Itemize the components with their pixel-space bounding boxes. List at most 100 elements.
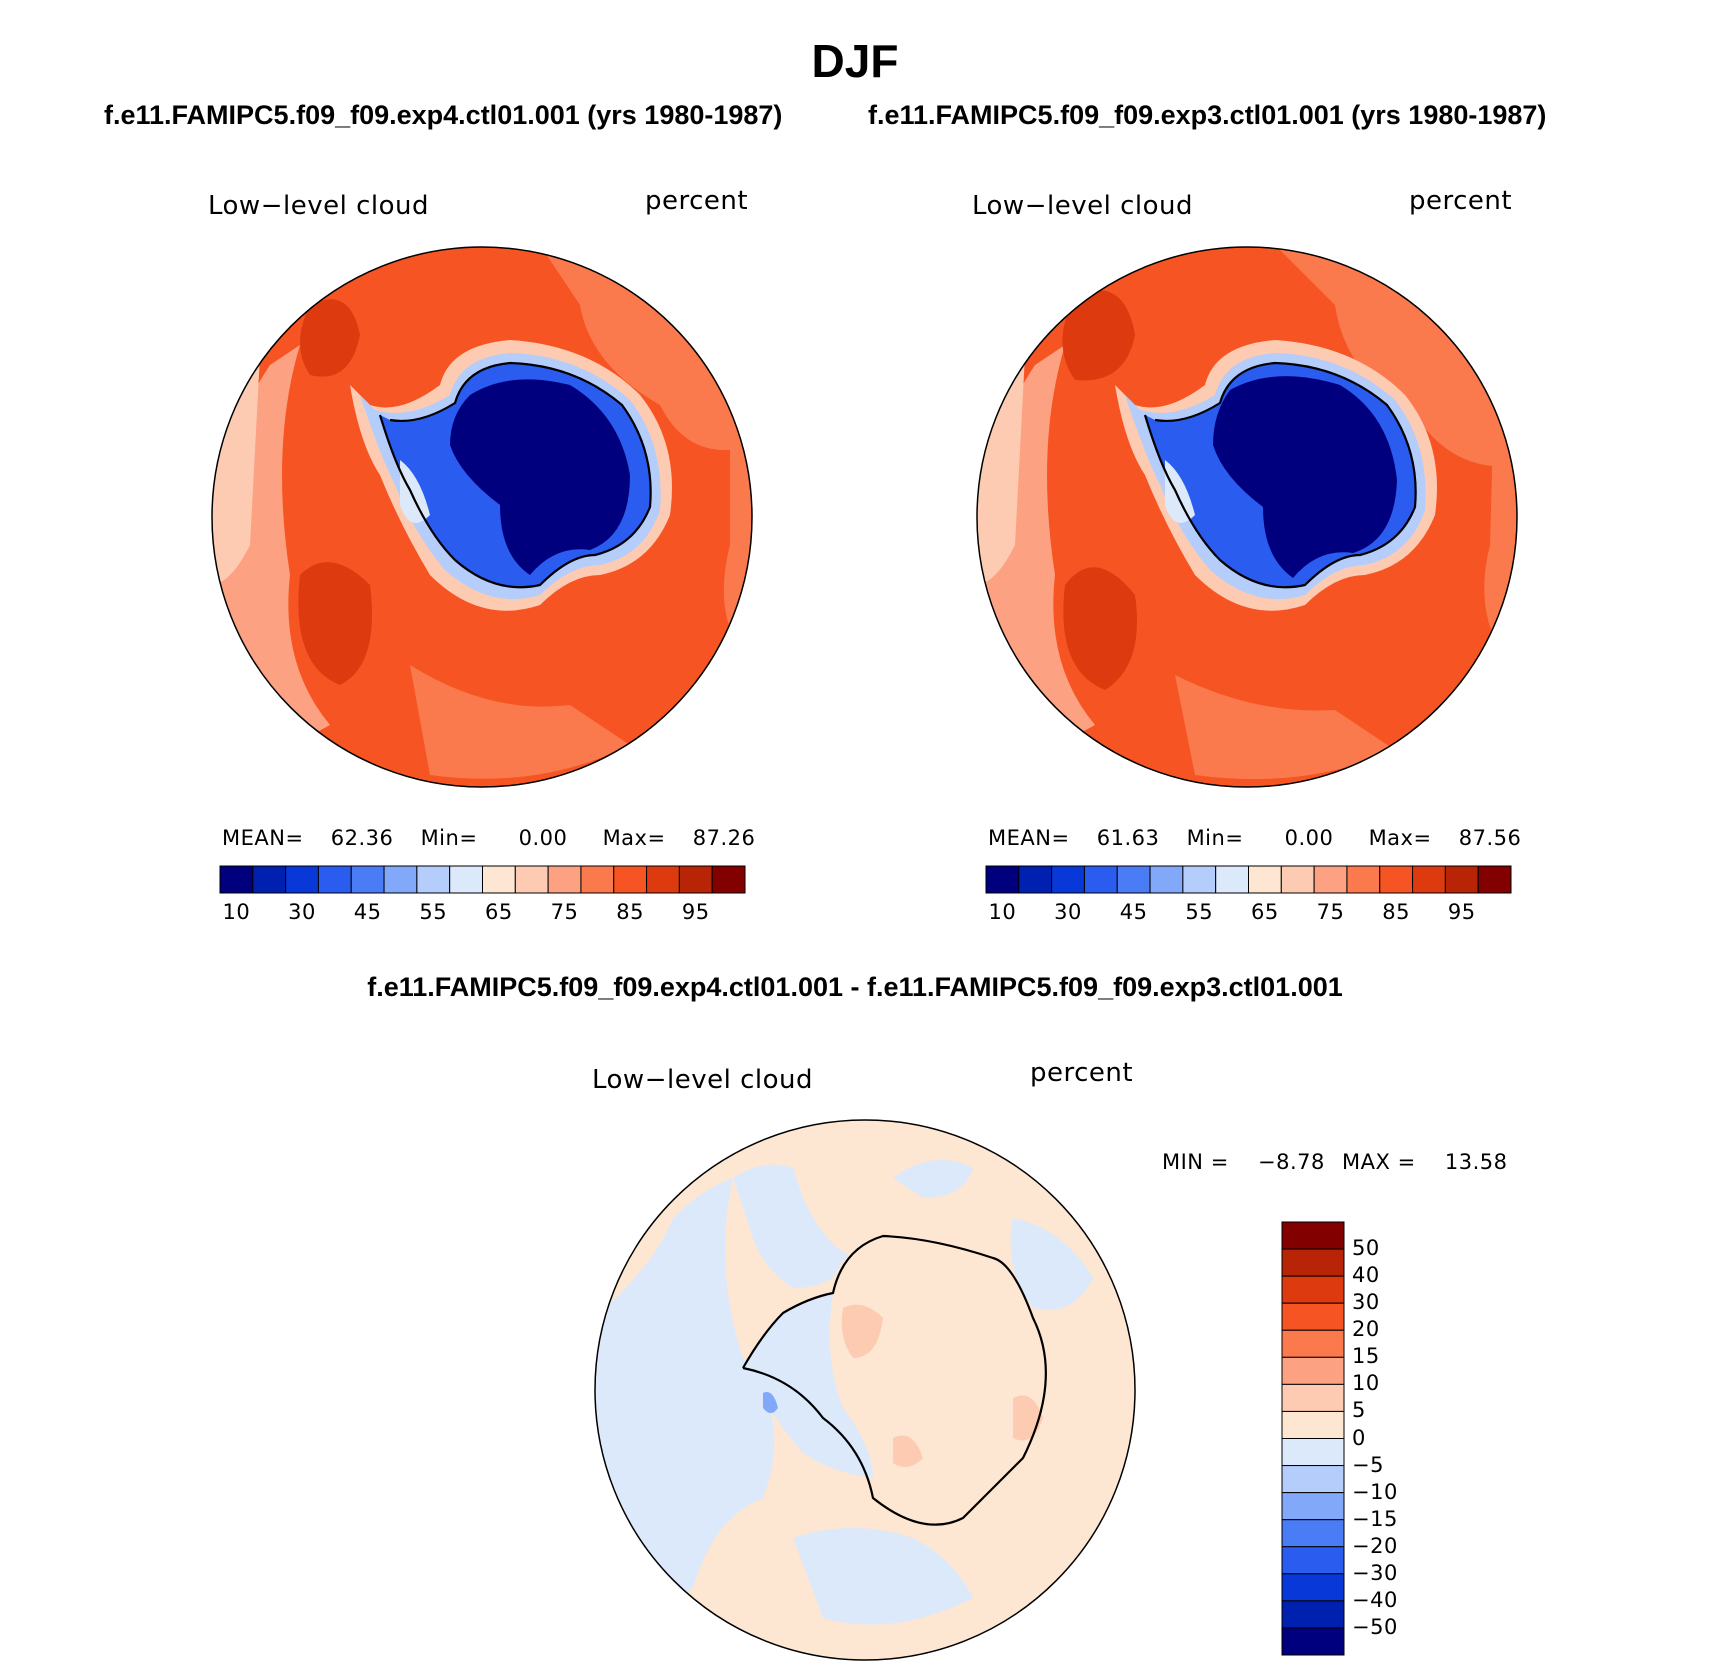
diff-polar-map <box>594 1119 1136 1661</box>
colorbar-swatch <box>1182 865 1217 894</box>
panel2-polar-map <box>976 246 1518 788</box>
colorbar-swatch <box>711 865 746 894</box>
diff-min-label: MIN = <box>1162 1150 1229 1174</box>
panel1-colorbar <box>219 865 746 894</box>
colorbar-swatch <box>985 865 1020 894</box>
colorbar-swatch <box>580 865 615 894</box>
diff-max-label: MAX = <box>1342 1150 1416 1174</box>
colorbar-swatch <box>646 865 680 894</box>
colorbar-tick-label: 75 <box>1316 900 1345 924</box>
colorbar-swatch <box>514 865 549 894</box>
panel2-mean-value: 61.63 <box>1096 826 1160 850</box>
colorbar-swatch <box>1281 1248 1345 1277</box>
colorbar-tick-label: 30 <box>288 900 316 924</box>
diff-title: f.e11.FAMIPC5.f09_f09.exp4.ctl01.001 - f… <box>367 972 1343 1002</box>
colorbar-swatch <box>1281 1410 1345 1439</box>
panel1-units-label: percent <box>645 186 749 216</box>
colorbar-tick-label: −40 <box>1352 1587 1398 1612</box>
case1-title: f.e11.FAMIPC5.f09_f09.exp4.ctl01.001 (yr… <box>104 100 783 130</box>
panel2-variable-label: Low−level cloud <box>972 191 1193 221</box>
case2-title: f.e11.FAMIPC5.f09_f09.exp3.ctl01.001 (yr… <box>868 100 1547 130</box>
colorbar-tick-label: 30 <box>1054 900 1082 924</box>
colorbar-swatch <box>1281 1302 1345 1331</box>
colorbar-swatch <box>1477 865 1512 894</box>
panel1-mean-value: 62.36 <box>330 826 394 850</box>
colorbar-swatch <box>1281 1465 1345 1494</box>
colorbar-tick-label: 10 <box>222 900 251 924</box>
colorbar-tick-label: −15 <box>1352 1506 1398 1531</box>
colorbar-swatch <box>449 865 483 894</box>
colorbar-swatch <box>1281 1573 1345 1602</box>
colorbar-swatch <box>1281 1221 1345 1250</box>
colorbar-tick-label: 55 <box>1185 900 1214 924</box>
colorbar-tick-label: 30 <box>1352 1290 1380 1315</box>
panel2-min-label: Min= <box>1186 826 1244 850</box>
panel1-max-label: Max= <box>602 826 666 850</box>
diff-colorbar <box>1281 1221 1345 1656</box>
panel1-max-value: 87.26 <box>692 826 756 850</box>
diff-min-value: −8.78 <box>1257 1150 1325 1174</box>
colorbar-swatch <box>285 865 319 894</box>
colorbar-tick-label: −50 <box>1352 1614 1398 1639</box>
colorbar-swatch <box>1281 1600 1345 1629</box>
colorbar-tick-label: −10 <box>1352 1479 1398 1504</box>
colorbar-tick-label: 65 <box>485 900 513 924</box>
colorbar-tick-label: 95 <box>1447 900 1476 924</box>
colorbar-swatch <box>1051 865 1085 894</box>
panel2-max-label: Max= <box>1368 826 1432 850</box>
panel1-variable-label: Low−level cloud <box>208 191 429 221</box>
colorbar-swatch <box>219 865 254 894</box>
colorbar-swatch <box>1444 865 1479 894</box>
colorbar-swatch <box>252 865 287 894</box>
colorbar-swatch <box>1215 865 1249 894</box>
colorbar-swatch <box>1149 865 1184 894</box>
antarctica-coastline <box>742 1234 1047 1526</box>
colorbar-tick-label: 50 <box>1352 1236 1380 1261</box>
panel2-units-label: percent <box>1409 186 1513 216</box>
main-title: DJF <box>811 35 899 87</box>
colorbar-swatch <box>1281 1383 1345 1412</box>
colorbar-swatch <box>1281 1438 1345 1467</box>
diff-variable-label: Low−level cloud <box>592 1065 813 1095</box>
colorbar-swatch <box>1116 865 1151 894</box>
colorbar-tick-label: −5 <box>1352 1452 1384 1477</box>
colorbar-tick-label: −20 <box>1352 1533 1398 1558</box>
colorbar-swatch <box>678 865 713 894</box>
colorbar-swatch <box>1248 865 1282 894</box>
colorbar-swatch <box>1281 1329 1345 1358</box>
colorbar-tick-label: 75 <box>550 900 579 924</box>
colorbar-swatch <box>482 865 516 894</box>
colorbar-tick-label: 10 <box>1352 1371 1380 1396</box>
diff-max-value: 13.58 <box>1444 1150 1508 1174</box>
colorbar-swatch <box>613 865 648 894</box>
colorbar-tick-label: 15 <box>1352 1344 1380 1369</box>
panel1-stats: MEAN= 62.36 Min= 0.00 Max= 87.26 <box>222 826 755 850</box>
diff-units-label: percent <box>1030 1058 1134 1088</box>
colorbar-swatch <box>383 865 418 894</box>
panel2-stats: MEAN= 61.63 Min= 0.00 Max= 87.56 <box>988 826 1521 850</box>
panel2-colorbar <box>985 865 1512 894</box>
colorbar-tick-label: −30 <box>1352 1560 1398 1585</box>
colorbar-tick-label: 40 <box>1352 1263 1380 1288</box>
colorbar-tick-label: 10 <box>988 900 1017 924</box>
colorbar-swatch <box>547 865 582 894</box>
colorbar-swatch <box>416 865 451 894</box>
panel1-polar-map <box>211 246 753 788</box>
panel1-min-value: 0.00 <box>518 826 568 850</box>
colorbar-swatch <box>1280 865 1315 894</box>
colorbar-swatch <box>1281 1546 1345 1575</box>
colorbar-swatch <box>1281 1627 1345 1656</box>
colorbar-tick-label: 45 <box>1119 900 1148 924</box>
colorbar-swatch <box>317 865 352 894</box>
colorbar-tick-label: 95 <box>681 900 710 924</box>
panel2-min-value: 0.00 <box>1284 826 1334 850</box>
colorbar-tick-label: 85 <box>1382 900 1411 924</box>
colorbar-swatch <box>1281 1275 1345 1304</box>
colorbar-tick-label: 45 <box>353 900 382 924</box>
colorbar-swatch <box>1281 1356 1345 1385</box>
colorbar-tick-label: 0 <box>1352 1425 1366 1450</box>
panel2-mean-label: MEAN= <box>988 826 1070 850</box>
colorbar-swatch <box>1346 865 1381 894</box>
colorbar-tick-label: 5 <box>1352 1398 1366 1423</box>
colorbar-swatch <box>1281 1492 1345 1521</box>
